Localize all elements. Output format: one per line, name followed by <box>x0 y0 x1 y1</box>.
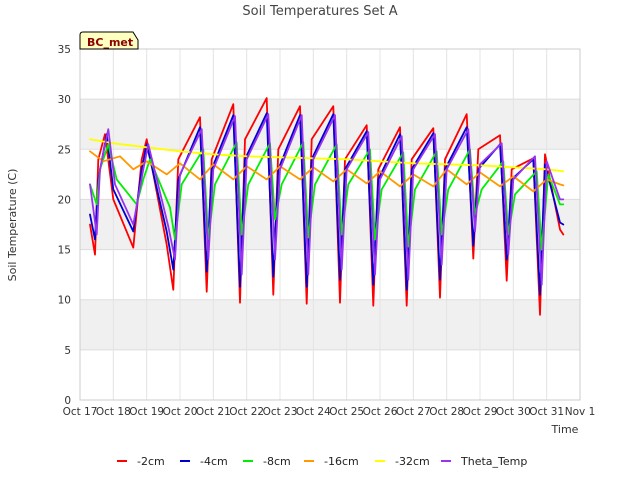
x-tick-label: Oct 18 <box>96 406 131 418</box>
x-tick-label: Oct 17 <box>63 406 98 418</box>
x-tick-label: Oct 31 <box>529 406 564 418</box>
series-line-8cm <box>89 141 565 251</box>
x-axis-title: Time <box>551 423 579 436</box>
series-line-4cm <box>89 112 565 296</box>
y-tick-label: 25 <box>58 144 71 156</box>
legend-label: -2cm <box>137 455 165 468</box>
legend: -2cm -4cm -8cm -16cm -32cm Theta_Temp <box>117 455 527 468</box>
station-badge: BC_met <box>79 31 139 50</box>
background-band <box>80 249 580 300</box>
badge-label: BC_met <box>87 36 133 49</box>
y-tick-label: 20 <box>58 194 71 206</box>
legend-label: Theta_Temp <box>460 455 527 468</box>
x-tick-label: Oct 24 <box>296 406 331 418</box>
background-band <box>80 349 580 400</box>
badge-shape <box>79 31 139 50</box>
series-line-thetatemp <box>89 113 565 286</box>
y-axis-title: Soil Temperature (C) <box>6 169 19 282</box>
x-tick-label: Oct 19 <box>129 406 164 418</box>
x-tick-label: Oct 27 <box>396 406 431 418</box>
y-tick-labels: 0 5 10 15 20 25 30 35 <box>58 44 71 407</box>
legend-label: -8cm <box>263 455 291 468</box>
y-tick-label: 5 <box>64 345 71 357</box>
y-tick-label: 10 <box>58 295 71 307</box>
background-band <box>80 49 580 100</box>
x-tick-label: Oct 26 <box>363 406 398 418</box>
y-tick-label: 35 <box>58 44 71 56</box>
x-tick-label: Nov 1 <box>565 406 596 418</box>
background-band <box>80 299 580 350</box>
x-tick-label: Oct 25 <box>329 406 364 418</box>
x-tick-label: Oct 23 <box>263 406 298 418</box>
series-line-16cm <box>89 150 565 193</box>
y-tick-label: 15 <box>58 245 71 257</box>
legend-label: -4cm <box>200 455 228 468</box>
chart-title: Soil Temperatures Set A <box>242 4 397 19</box>
series-line-2cm <box>89 97 565 316</box>
plot-frame <box>79 48 581 401</box>
legend-label: -32cm <box>395 455 430 468</box>
y-tick-label: 0 <box>64 395 71 407</box>
x-tick-label: Oct 28 <box>429 406 464 418</box>
x-tick-label: Oct 30 <box>496 406 531 418</box>
y-tick-label: 30 <box>58 94 71 106</box>
series-lines <box>89 97 565 316</box>
x-tick-label: Oct 22 <box>229 406 264 418</box>
series-line-32cm <box>89 138 565 173</box>
legend-label: -16cm <box>324 455 359 468</box>
x-tick-label: Oct 21 <box>196 406 231 418</box>
x-tick-label: Oct 29 <box>463 406 498 418</box>
x-tick-label: Oct 20 <box>163 406 198 418</box>
